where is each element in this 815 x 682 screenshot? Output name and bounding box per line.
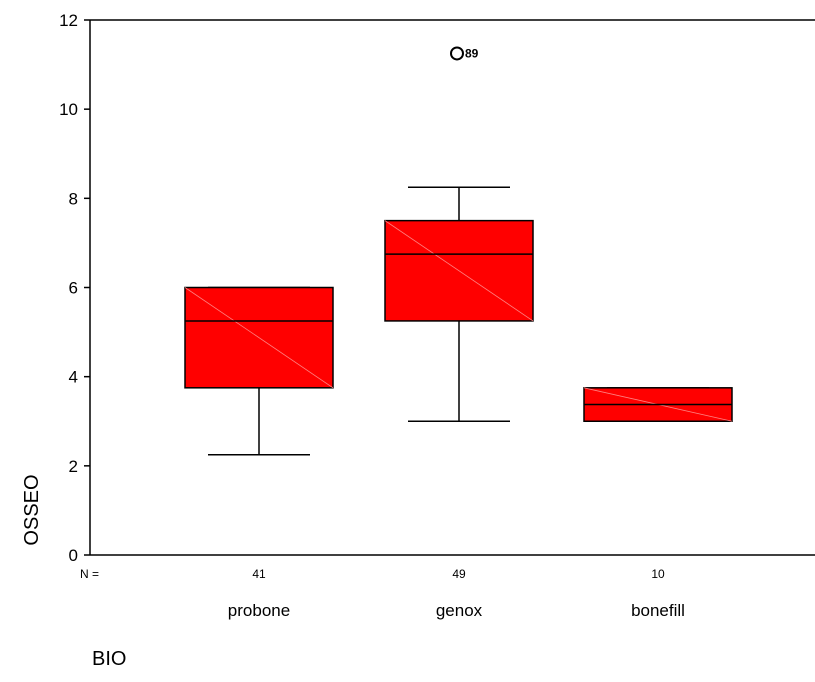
x-axis: 41 probone 49 genox 10 bonefill: [228, 567, 685, 620]
x-tick-label: bonefill: [631, 601, 685, 620]
y-tick-label: 10: [59, 100, 78, 119]
n-label: N =: [80, 567, 99, 581]
outlier-point: [450, 46, 464, 61]
n-value: 10: [651, 567, 665, 581]
box-diagonal: [184, 287, 334, 389]
y-tick-label: 4: [69, 368, 78, 387]
y-tick-label: 12: [59, 11, 78, 30]
outlier-label: 89: [465, 46, 479, 60]
box-bonefill: [583, 387, 733, 422]
box-series: 89: [184, 46, 733, 456]
n-value: 41: [252, 567, 266, 581]
y-tick-label: 2: [69, 457, 78, 476]
y-axis-title: OSSEO: [21, 474, 43, 545]
y-tick-label: 6: [69, 279, 78, 298]
n-value: 49: [452, 567, 466, 581]
y-tick-label: 8: [69, 189, 78, 208]
box-diagonal: [384, 220, 534, 322]
box-genox: 89: [384, 46, 534, 422]
x-tick-label: probone: [228, 601, 290, 620]
box-probone: [184, 286, 334, 456]
x-axis-title: BIO: [92, 648, 126, 670]
y-axis: 0 2 4 6 8 10 12: [59, 11, 90, 565]
x-tick-label: genox: [436, 601, 483, 620]
y-tick-label: 0: [69, 546, 78, 565]
